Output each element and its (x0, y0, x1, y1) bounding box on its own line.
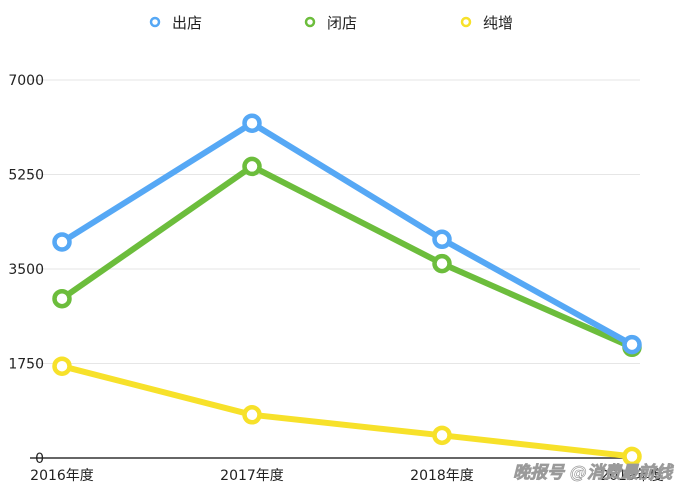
data-point (432, 229, 452, 250)
data-point (242, 405, 262, 425)
y-tick-label: 1750 (8, 357, 44, 373)
legend: 出店 闭店 纯增 (149, 14, 513, 32)
x-axis-ticks: 2016年度 2017年度 2018年度 2019年度 (30, 468, 664, 484)
y-axis-ticks: 0 1750 3500 5250 7000 (8, 73, 44, 467)
legend-marker-icon (304, 16, 316, 28)
data-point (242, 113, 262, 133)
x-tick-label: 2016年度 (30, 468, 94, 484)
y-tick-label: 0 (35, 451, 44, 467)
legend-label: 纯增 (483, 14, 513, 32)
legend-item: 出店 (149, 14, 202, 32)
data-point (52, 356, 72, 376)
x-tick-label: 2019年度 (600, 468, 664, 484)
y-tick-label: 7000 (8, 73, 44, 89)
y-tick-label: 5250 (8, 168, 44, 184)
legend-item: 闭店 (304, 14, 357, 32)
series-lines (52, 113, 642, 467)
watermark-account: @消费最前线 (570, 463, 674, 483)
data-point (52, 232, 72, 252)
legend-marker-icon (149, 16, 161, 28)
x-tick-label: 2018年度 (410, 468, 474, 484)
watermark: 晚报号 @消费最前线 (513, 463, 675, 484)
grid-lines (30, 79, 640, 459)
legend-item: 纯增 (460, 14, 513, 32)
series-出店 (52, 113, 642, 355)
data-point (52, 288, 72, 309)
data-point (432, 253, 452, 274)
data-point (622, 446, 642, 467)
series-line (59, 363, 635, 460)
legend-label: 出店 (172, 14, 202, 32)
legend-label: 闭店 (327, 14, 357, 32)
series-line (59, 120, 635, 348)
y-tick-label: 3500 (8, 262, 44, 278)
data-point (242, 156, 262, 177)
watermark-brand: 晚报号 (513, 463, 566, 483)
data-point (432, 425, 452, 446)
data-point (622, 334, 642, 355)
series-纯增 (52, 356, 642, 467)
series-line (59, 163, 635, 351)
x-tick-label: 2017年度 (220, 468, 284, 484)
legend-marker-icon (460, 16, 472, 28)
